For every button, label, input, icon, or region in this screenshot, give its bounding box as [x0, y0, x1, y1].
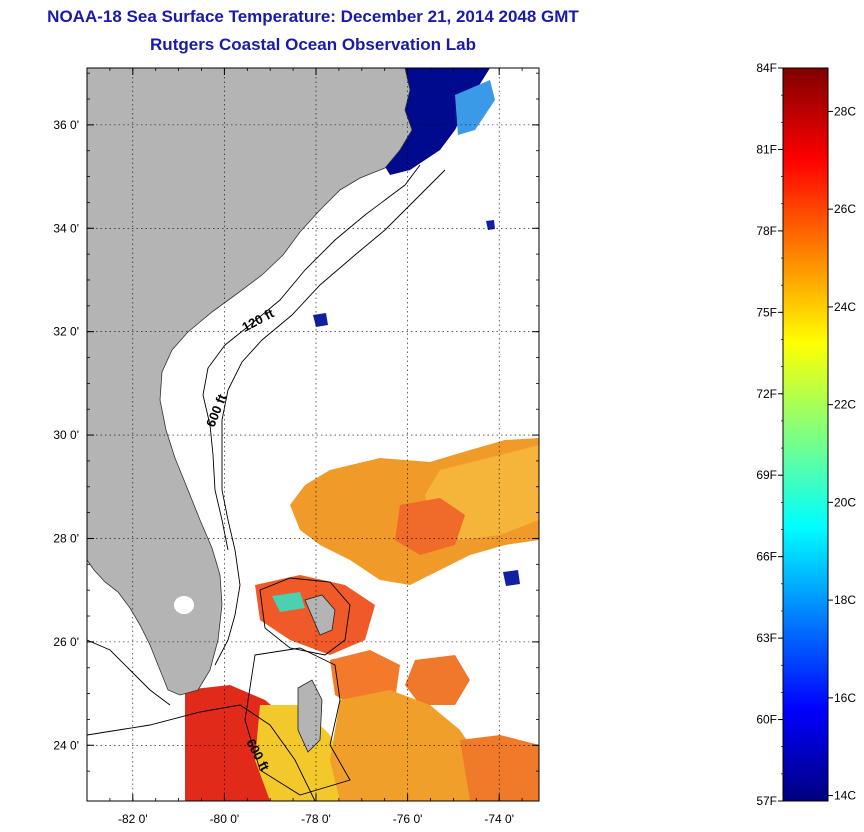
lat-tick-label: 26 0' [53, 635, 79, 649]
sst-patch-cold-spot-3 [486, 220, 495, 230]
isobath-gulf-shelf [87, 639, 171, 706]
colorbar-c-label: 22C [834, 398, 856, 412]
isobath-great-bahama-bank [244, 647, 351, 796]
colorbar-c-label: 28C [834, 104, 856, 118]
sst-patch-east-small [405, 655, 470, 705]
lon-tick-label: -82 0' [118, 812, 148, 826]
colorbar-f-label: 78F [756, 224, 777, 238]
colorbar-f-label: 69F [756, 468, 777, 482]
sst-patch-cold-spot-1 [313, 313, 328, 327]
lat-tick-label: 30 0' [53, 428, 79, 442]
sst-patch-south-orange [330, 690, 480, 801]
lake-okeechobee [174, 596, 194, 614]
colorbar-c-label: 16C [834, 691, 856, 705]
colorbar-f-label: 72F [756, 387, 777, 401]
map-title: NOAA-18 Sea Surface Temperature: Decembe… [47, 7, 579, 26]
colorbar-c-label: 26C [834, 202, 856, 216]
isobath-120ft [202, 164, 421, 551]
colorbar-c-label: 14C [834, 789, 856, 803]
colorbar-f-label: 63F [756, 631, 777, 645]
lat-tick-label: 24 0' [53, 738, 79, 752]
colorbar-f-label: 75F [756, 305, 777, 319]
colorbar-c-label: 18C [834, 593, 856, 607]
isobath-bahamas-bank [259, 577, 351, 656]
sst-patch-south-east [460, 735, 539, 801]
map-axes: 36 0' 34 0' 32 0' 30 0' 28 0' 26 0' 24 0' -82 0… [53, 68, 539, 826]
lon-tick-label: -74 0' [484, 812, 514, 826]
colorbar-f-label: 60F [756, 713, 777, 727]
sst-patch-cold-spot-2 [503, 570, 520, 586]
lat-tick-label: 36 0' [53, 118, 79, 132]
lon-tick-label: -80 0' [210, 812, 240, 826]
lat-tick-label: 28 0' [53, 531, 79, 545]
sst-patch-keys-yellow [255, 705, 360, 801]
colorbar-f-label: 66F [756, 550, 777, 564]
graticule [87, 68, 539, 801]
map-subtitle: Rutgers Coastal Ocean Observation Lab [150, 35, 476, 54]
colorbar-c-label: 20C [834, 495, 856, 509]
great-abaco-island [304, 594, 336, 636]
map-frame [86, 67, 540, 802]
lat-tick-label: 32 0' [53, 325, 79, 339]
lat-tick-label: 34 0' [53, 221, 79, 235]
colorbar-f-label: 57F [756, 794, 777, 808]
colorbar [782, 67, 829, 802]
isobath-florida-straits [87, 704, 316, 801]
lon-tick-label: -76 0' [393, 812, 423, 826]
sst-patch-chesapeake-cyan [455, 80, 495, 135]
colorbar-axes: 84F 81F 78F 75F 72F 69F 66F 63F 60F 57F 28C 26C 24C 2… [756, 61, 856, 808]
isobath-600ft [214, 169, 446, 666]
colorbar-c-label: 24C [834, 300, 856, 314]
sst-patch-cool-inlet [272, 592, 305, 612]
colorbar-f-label: 81F [756, 142, 777, 156]
colorbar-f-label: 84F [756, 61, 777, 75]
lon-tick-label: -78 0' [301, 812, 331, 826]
sst-patch-center-red [395, 498, 465, 555]
